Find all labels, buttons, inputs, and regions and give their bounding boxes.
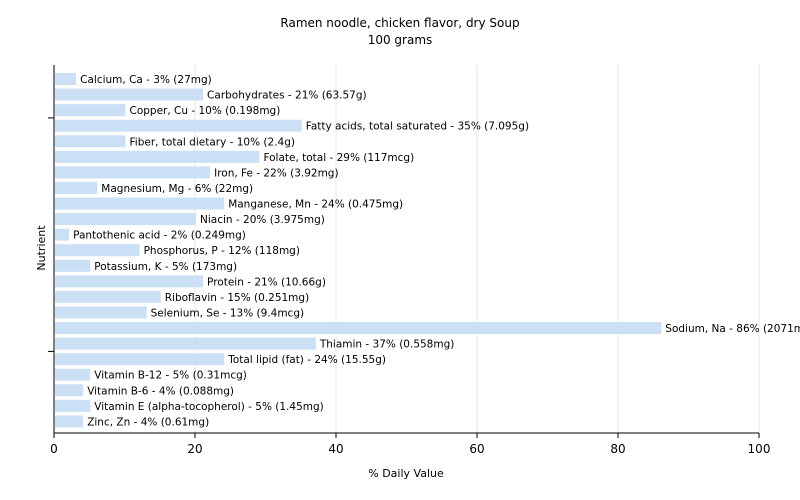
x-tick-label: 20 <box>187 442 202 456</box>
bar <box>55 322 662 335</box>
bar <box>55 353 225 366</box>
bar <box>55 197 225 210</box>
bar-label: Phosphorus, P - 12% (118mg) <box>144 245 300 257</box>
bar-labels: Calcium, Ca - 3% (27mg) Carbohydrates - 2… <box>73 74 800 428</box>
bar <box>55 290 161 303</box>
bar-label: Iron, Fe - 22% (3.92mg) <box>214 167 338 179</box>
bar-label: Zinc, Zn - 4% (0.61mg) <box>87 416 209 428</box>
bar-label: Protein - 21% (10.66g) <box>207 276 326 288</box>
bar <box>55 119 302 132</box>
bar-label: Niacin - 20% (3.975mg) <box>200 214 325 226</box>
bar-label: Magnesium, Mg - 6% (22mg) <box>101 183 253 195</box>
bar <box>55 384 84 397</box>
bar-label: Sodium, Na - 86% (2071mg) <box>665 323 800 335</box>
bar-label: Pantothenic acid - 2% (0.249mg) <box>73 230 246 242</box>
bars <box>55 73 662 428</box>
bar <box>55 104 126 117</box>
x-tick-label: 60 <box>469 442 484 456</box>
bar <box>55 213 196 226</box>
bar-label: Thiamin - 37% (0.558mg) <box>319 339 455 351</box>
bar-label: Vitamin B-6 - 4% (0.088mg) <box>87 385 234 397</box>
bar <box>55 244 140 257</box>
bar <box>55 275 204 288</box>
y-axis-title: Nutrient <box>35 225 48 271</box>
x-axis-title: % Daily Value <box>368 467 444 480</box>
chart-title: Ramen noodle, chicken flavor, dry Soup <box>280 16 519 30</box>
bar-label: Fatty acids, total saturated - 35% (7.09… <box>306 121 529 133</box>
chart-subtitle: 100 grams <box>368 33 433 47</box>
x-tick-label: 80 <box>610 442 625 456</box>
bar-label: Total lipid (fat) - 24% (15.55g) <box>227 354 386 366</box>
x-tick-label: 40 <box>328 442 343 456</box>
bar <box>55 415 84 428</box>
x-tick-label: 100 <box>748 442 771 456</box>
bar <box>55 135 126 148</box>
bar-label: Selenium, Se - 13% (9.4mcg) <box>151 307 304 319</box>
bar-label: Potassium, K - 5% (173mg) <box>94 261 237 273</box>
bar-label: Copper, Cu - 10% (0.198mg) <box>130 105 281 117</box>
bar <box>55 166 211 179</box>
bar <box>55 73 77 85</box>
bar-label: Fiber, total dietary - 10% (2.4g) <box>130 136 295 148</box>
bar-label: Vitamin E (alpha-tocopherol) - 5% (1.45m… <box>94 401 324 413</box>
x-tick-label: 0 <box>50 442 58 456</box>
bar <box>55 368 91 381</box>
bar <box>55 181 98 194</box>
bar-label: Vitamin B-12 - 5% (0.31mcg) <box>94 370 247 382</box>
bar-label: Manganese, Mn - 24% (0.475mg) <box>228 199 403 211</box>
bar <box>55 88 204 101</box>
bar-label: Folate, total - 29% (117mcg) <box>263 152 414 164</box>
bar-label: Calcium, Ca - 3% (27mg) <box>80 74 212 86</box>
bar <box>55 259 91 272</box>
bar <box>55 228 70 241</box>
bar-label: Carbohydrates - 21% (63.57g) <box>207 90 367 102</box>
bar <box>55 337 316 350</box>
bar <box>55 399 91 412</box>
bar <box>55 150 260 163</box>
bar-label: Riboflavin - 15% (0.251mg) <box>165 292 309 304</box>
bar <box>55 306 147 319</box>
axes: 0 20 40 60 80 100 <box>48 65 770 456</box>
